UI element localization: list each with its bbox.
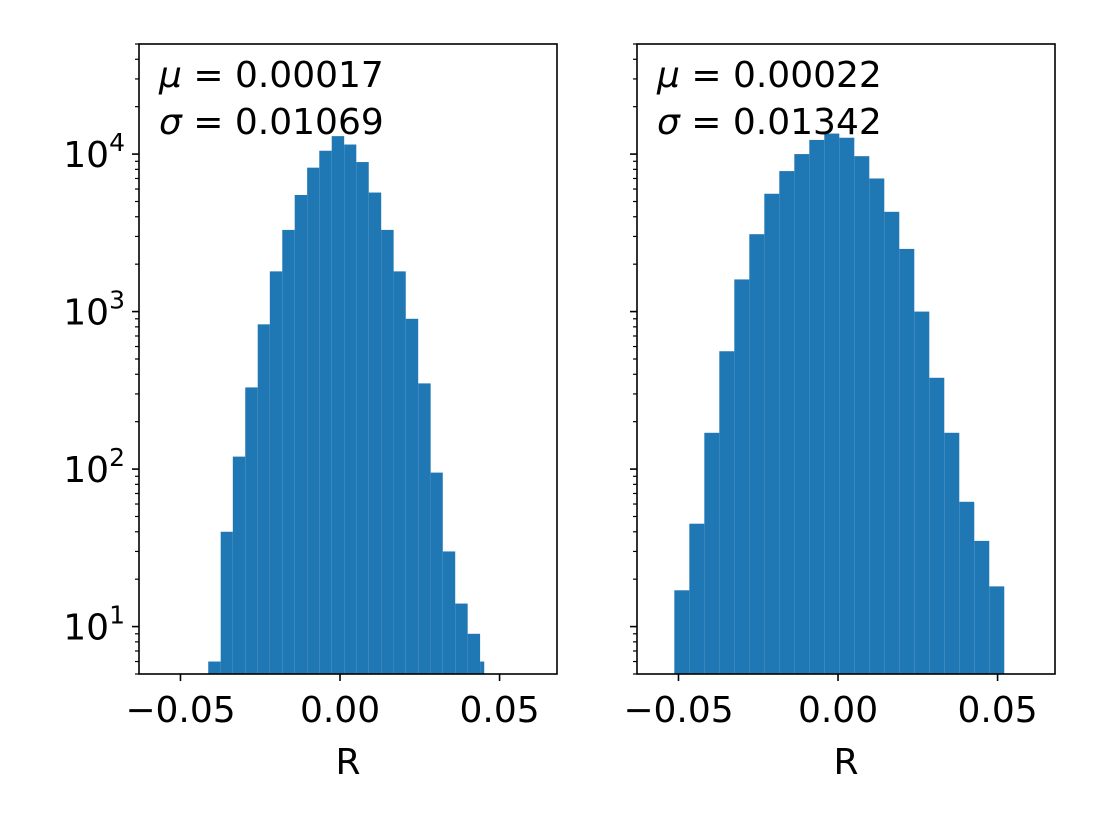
histogram-bar — [914, 311, 930, 674]
histogram-bar — [884, 211, 900, 674]
histogram-bar — [418, 383, 431, 674]
y-tick-base: 10 — [63, 608, 109, 649]
histogram-bar — [319, 150, 332, 674]
x-tick-label: 0.00 — [798, 690, 878, 731]
histogram-bar — [245, 387, 258, 674]
x-axis-label: R — [833, 742, 858, 783]
histogram-bar — [381, 229, 394, 675]
histogram-bar — [331, 136, 345, 674]
histogram-bar — [929, 377, 945, 674]
mean-annotation: μ = 0.00017 — [158, 55, 384, 96]
histogram-bar — [839, 137, 855, 674]
y-tick-label: 102 — [63, 443, 125, 491]
histogram-bar — [356, 162, 369, 675]
histogram-bar — [220, 531, 233, 674]
histogram-bar — [430, 472, 443, 674]
histogram-bar — [899, 248, 915, 674]
histogram-bar — [257, 324, 270, 674]
y-tick-label: 101 — [63, 601, 125, 649]
y-tick-exponent: 3 — [109, 286, 125, 315]
histogram-bar — [467, 633, 481, 674]
histogram-bar — [232, 456, 246, 674]
y-tick-exponent: 4 — [109, 128, 125, 157]
histogram-bar — [294, 194, 308, 674]
histogram-bar — [393, 271, 406, 674]
histogram-bar — [734, 279, 750, 674]
std-value: = 0.01342 — [680, 102, 882, 143]
mean-annotation: μ = 0.00022 — [656, 55, 882, 96]
mean-value: = 0.00017 — [182, 55, 384, 96]
mean-value: = 0.00022 — [680, 55, 882, 96]
y-tick-label: 103 — [63, 286, 125, 334]
histogram-bar — [959, 501, 975, 674]
histogram-bar — [854, 156, 870, 674]
right-histogram-panel: −0.05 0.00 0.05 Rμ = 0.00022 σ = 0.01342 — [623, 43, 1056, 783]
histogram-bar — [989, 586, 1005, 674]
histogram-bar — [405, 318, 419, 674]
x-axis-label: R — [335, 742, 360, 783]
histogram-bar — [442, 551, 456, 674]
histogram-bar — [809, 139, 825, 674]
histogram-bar — [269, 271, 283, 674]
histogram-bar — [764, 193, 780, 674]
histogram-bar — [944, 432, 960, 674]
x-tick-label: −0.05 — [623, 690, 733, 731]
y-tick-exponent: 2 — [109, 443, 125, 472]
histogram-bar — [749, 234, 765, 674]
histogram-bar — [719, 351, 735, 674]
y-tick-base: 10 — [63, 450, 109, 491]
histogram-bar — [455, 603, 468, 674]
histogram-bar — [779, 171, 795, 674]
histogram-bar — [794, 154, 810, 674]
x-tick-label: −0.05 — [125, 690, 235, 731]
histogram-bar — [480, 661, 485, 674]
histogram-bar — [974, 540, 990, 674]
std-annotation: σ = 0.01069 — [159, 102, 384, 143]
histogram-bar — [689, 523, 705, 674]
std-annotation: σ = 0.01342 — [657, 102, 882, 143]
mu-symbol: μ — [656, 55, 680, 96]
x-tick-label: 0.05 — [957, 690, 1037, 731]
histogram-bar — [704, 432, 720, 674]
histogram-bar — [208, 661, 221, 674]
sigma-symbol: σ — [657, 102, 681, 143]
histogram-bar — [674, 590, 690, 674]
histogram-bar — [824, 133, 840, 675]
std-value: = 0.01069 — [182, 102, 384, 143]
y-tick-exponent: 1 — [109, 601, 125, 630]
y-tick-base: 10 — [63, 135, 109, 176]
histogram-bar — [344, 144, 357, 675]
mu-symbol: μ — [158, 55, 182, 96]
x-tick-label: 0.05 — [459, 690, 539, 731]
x-tick-label: 0.00 — [300, 690, 380, 731]
sigma-symbol: σ — [159, 102, 183, 143]
y-tick-label: 104 — [63, 128, 125, 176]
histogram-bar — [368, 192, 382, 675]
histogram-bar — [307, 167, 320, 674]
histogram-bar — [869, 178, 885, 674]
histogram-bar — [282, 229, 295, 675]
y-tick-base: 10 — [63, 293, 109, 334]
